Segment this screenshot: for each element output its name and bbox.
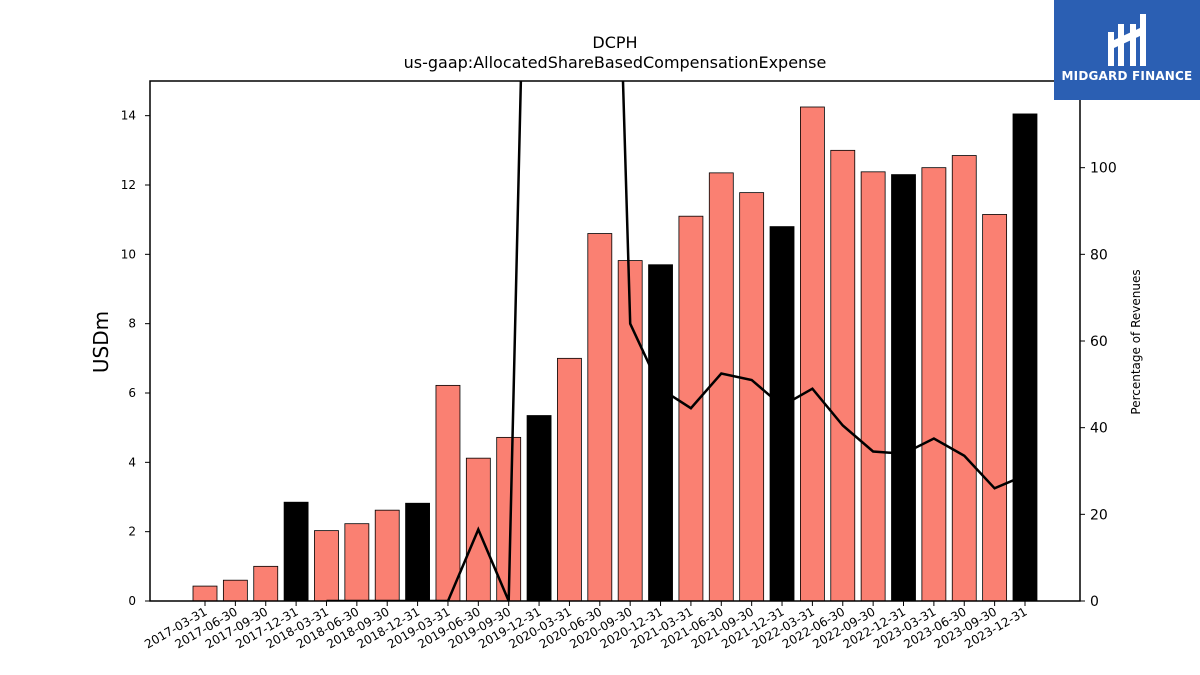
bar-2022-12-31 — [891, 174, 916, 602]
bar-2018-12-31 — [405, 502, 430, 602]
bar-2017-03-31 — [192, 585, 218, 602]
bar-2021-09-30 — [739, 192, 765, 602]
y2-tick-label: 0 — [1090, 594, 1099, 610]
bar-2021-06-30 — [708, 172, 734, 602]
y-tick-label: 8 — [128, 317, 136, 331]
bar-2020-03-31 — [557, 357, 582, 602]
y-tick-label: 0 — [128, 594, 136, 608]
bar-2022-03-31 — [800, 106, 825, 602]
bar-2020-06-30 — [587, 233, 613, 602]
bar-2017-06-30 — [222, 579, 248, 602]
bar-2023-09-30 — [982, 214, 1008, 602]
y2-axis-label: Percentage of Revenues — [1129, 269, 1143, 414]
y-tick-label: 10 — [121, 247, 136, 261]
y-tick-label: 2 — [128, 525, 136, 539]
bar-2017-12-31 — [283, 501, 309, 602]
y2-tick-label: 80 — [1090, 247, 1108, 263]
bar-2023-06-30 — [951, 155, 977, 602]
bar-series — [192, 106, 1038, 602]
percentage-line-segment-1 — [621, 81, 1026, 490]
bar-2017-09-30 — [253, 565, 279, 602]
bar-2018-03-31 — [314, 530, 339, 602]
y-tick-label: 14 — [121, 109, 136, 123]
y-tick-label: 12 — [121, 178, 136, 192]
bar-2023-03-31 — [921, 167, 947, 602]
y2-tick-label: 100 — [1090, 161, 1117, 177]
y-axis-label: USDm — [89, 311, 113, 373]
y2-tick-label: 40 — [1090, 421, 1108, 437]
bar-2021-12-31 — [769, 226, 795, 602]
percentage-line-segment-0 — [326, 81, 523, 601]
bar-2018-06-30 — [344, 523, 370, 602]
bar-2018-09-30 — [374, 509, 400, 602]
bar-2019-12-31 — [526, 415, 552, 602]
y-tick-label: 6 — [128, 386, 136, 400]
brand-name: MIDGARD FINANCE — [1061, 69, 1193, 83]
bar-2022-09-30 — [860, 171, 886, 602]
bar-2022-06-30 — [830, 149, 856, 602]
chart-title: DCPH — [592, 33, 637, 52]
bar-2019-03-31 — [435, 384, 461, 602]
y2-tick-label: 20 — [1090, 507, 1108, 523]
midgard-logo-icon — [1108, 14, 1146, 66]
percentage-line-series — [326, 81, 1026, 601]
y-tick-label: 4 — [128, 455, 136, 469]
bar-2020-12-31 — [648, 264, 673, 602]
bar-2023-12-31 — [1012, 113, 1038, 602]
midgard-finance-logo: MIDGARD FINANCE — [1054, 0, 1200, 100]
chart-subtitle: us-gaap:AllocatedShareBasedCompensationE… — [404, 53, 827, 72]
y2-tick-label: 60 — [1090, 334, 1108, 350]
